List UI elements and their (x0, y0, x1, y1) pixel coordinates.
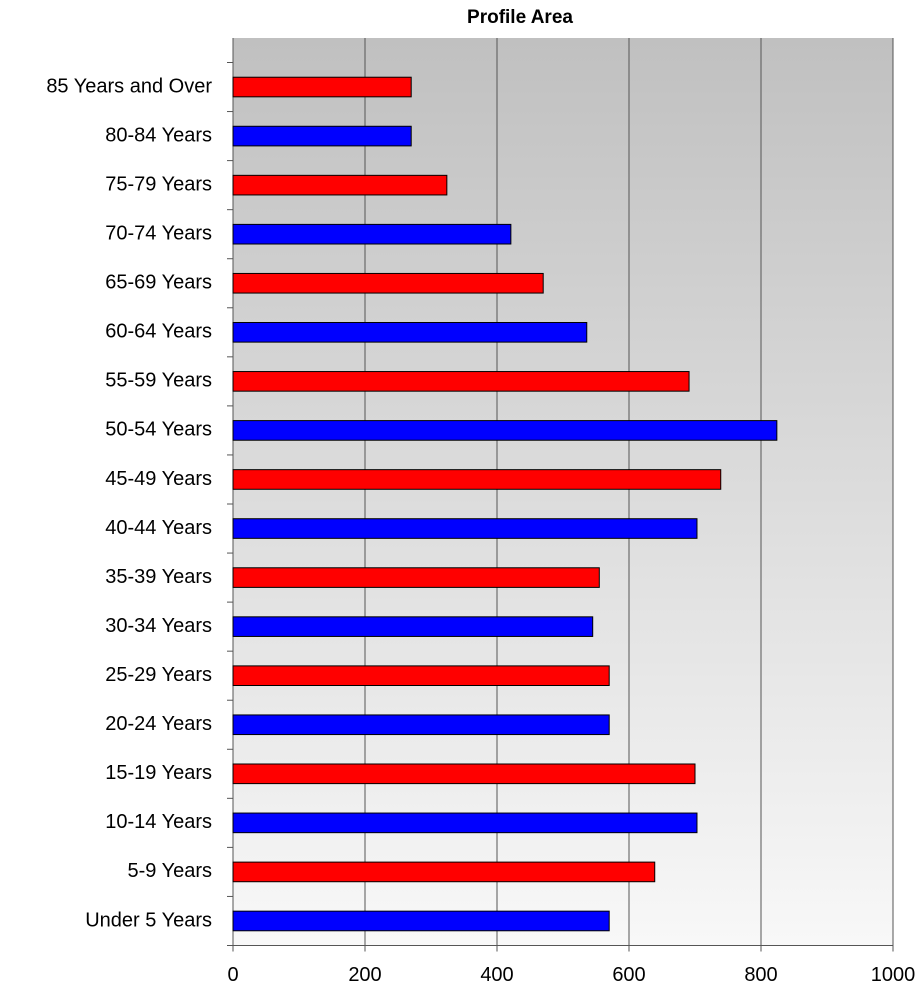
bar (232, 861, 656, 883)
bar (232, 616, 594, 637)
bar (232, 714, 610, 736)
y-tick-label: 30-34 Years (105, 615, 212, 637)
y-tick-label: 45-49 Years (105, 468, 212, 490)
bar (232, 518, 698, 539)
bar (232, 174, 448, 196)
y-tick-label: Under 5 Years (85, 909, 212, 931)
bar (232, 321, 588, 343)
y-tick-label: 65-69 Years (105, 272, 212, 294)
bar (232, 469, 722, 490)
y-tick-label: 5-9 Years (127, 860, 212, 882)
y-tick-label: 15-19 Years (105, 762, 212, 784)
y-tick-label: 35-39 Years (105, 566, 212, 588)
y-tick-label: 55-59 Years (105, 370, 212, 392)
bar (232, 812, 698, 834)
y-tick-label: 25-29 Years (105, 664, 212, 686)
bar (232, 567, 600, 588)
bar (232, 763, 696, 785)
bar (232, 371, 690, 392)
x-tick-label: 400 (480, 964, 513, 986)
y-tick-label: 50-54 Years (105, 419, 212, 441)
x-tick-label: 0 (227, 964, 238, 986)
x-tick-label: 800 (744, 964, 777, 986)
bar (232, 223, 512, 245)
bar (232, 420, 778, 441)
bar (232, 125, 412, 147)
y-tick-label: 20-24 Years (105, 713, 212, 735)
y-tick-label: 80-84 Years (105, 124, 212, 146)
y-tick-label: 85 Years and Over (46, 75, 212, 97)
y-tick-label: 75-79 Years (105, 173, 212, 195)
y-tick-label: 70-74 Years (105, 222, 212, 244)
chart-title: Profile Area (467, 7, 573, 28)
x-tick-label: 200 (348, 964, 381, 986)
x-tick-label: 1000 (871, 964, 916, 986)
x-tick-label: 600 (612, 964, 645, 986)
y-tick-label: 40-44 Years (105, 517, 212, 539)
y-tick-label: 60-64 Years (105, 321, 212, 343)
y-tick-label: 10-14 Years (105, 811, 212, 833)
bar (232, 76, 412, 98)
plot-area (233, 38, 893, 945)
bar (232, 665, 610, 687)
bar (232, 910, 610, 932)
bar (232, 272, 544, 294)
